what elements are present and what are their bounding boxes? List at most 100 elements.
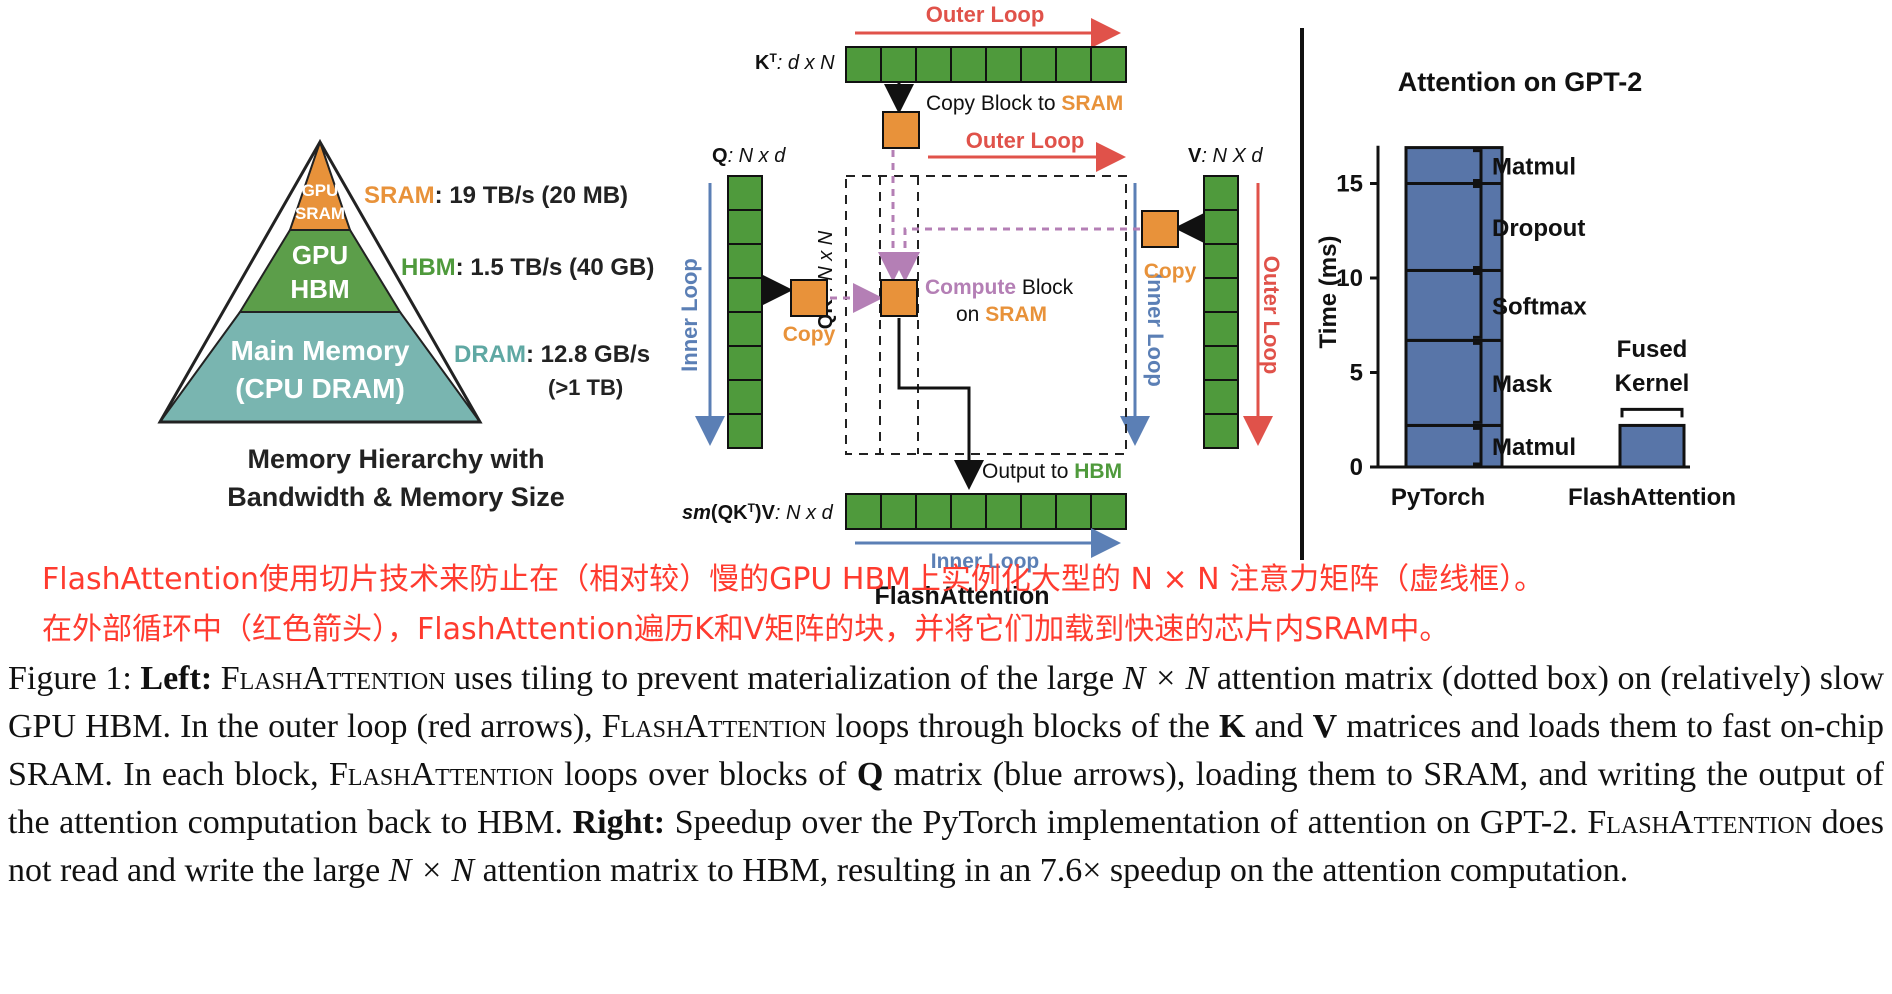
inner-loop-left-label: Inner Loop: [677, 258, 702, 372]
hbm-tier-label-1: GPU: [292, 240, 348, 270]
output-block: [880, 493, 917, 530]
q-block: [727, 345, 763, 381]
caption-text: uses tiling to prevent materialization o…: [445, 660, 1123, 697]
segment-bracket: [1473, 426, 1483, 466]
pyramid-tier-dram: [158, 311, 482, 423]
chart-bars: PyTorch FlashAttention: [1391, 146, 1736, 511]
dram-tier-label-2: (CPU DRAM): [235, 373, 405, 404]
copy-left-label: Copy: [783, 323, 836, 346]
figure-caption: Figure 1: Left: FlashAttention uses tili…: [8, 655, 1884, 895]
y-tick-label: 10: [1336, 265, 1363, 292]
caption-nxn: N × N: [1122, 660, 1209, 697]
caption-nxn: N × N: [388, 852, 475, 889]
x-tick-label: PyTorch: [1391, 484, 1485, 511]
output-matrix: [845, 493, 1127, 530]
caption-flash-name: FlashAttention: [220, 660, 446, 697]
fused-bracket: [1620, 407, 1684, 418]
copy-block-label: Copy Block to SRAM: [926, 92, 1123, 115]
v-block: [1203, 311, 1239, 347]
flash-diagram-title: FlashAttention: [875, 582, 1050, 610]
caption-text: loops over blocks of: [553, 756, 857, 793]
q-block: [727, 277, 763, 313]
compute-label-2: on SRAM: [956, 303, 1047, 326]
v-block: [1203, 209, 1239, 245]
caption-flash-name: FlashAttention: [329, 756, 554, 793]
dram-spec-2: (>1 TB): [548, 375, 623, 400]
compute-label-1: Compute Block: [925, 276, 1074, 299]
v-sram-block: [1141, 210, 1179, 248]
kt-matrix: [845, 46, 1127, 83]
caption-text: and: [1245, 708, 1313, 745]
q-sram-block: [790, 279, 828, 317]
compute-block: [880, 279, 918, 317]
chart-ylabel: Time (ms): [1315, 236, 1342, 349]
caption-text: attention matrix (dotted box) on (relati…: [8, 660, 1885, 745]
fused-label: Fused: [1617, 336, 1688, 363]
q-block: [727, 175, 763, 211]
bar-segment: [1404, 423, 1504, 469]
hbm-spec: HBM: 1.5 TB/s (40 GB): [401, 254, 654, 281]
v-block: [1203, 345, 1239, 381]
segment-label: Matmul: [1492, 154, 1576, 181]
inner-loop-bottom-label: Inner Loop: [931, 550, 1040, 573]
sram-spec: SRAM: 19 TB/s (20 MB): [364, 182, 628, 209]
q-block: [727, 243, 763, 279]
kt-label: KT: d x N: [755, 51, 835, 74]
kt-block: [915, 46, 952, 83]
caption-left-label: Left:: [140, 660, 213, 697]
caption-text: attention matrix to HBM, resulting in an…: [474, 852, 1629, 889]
attention-chart: Attention on GPT-2 Time (ms) 0 5 10 15 PyTo…: [1315, 67, 1736, 511]
segment-bracket: [1473, 149, 1483, 182]
v-label: V: N X d: [1188, 145, 1263, 167]
kt-block: [1090, 46, 1127, 83]
output-block: [1090, 493, 1127, 530]
outer-loop-mid-label: Outer Loop: [966, 128, 1085, 153]
segment-bracket: [1473, 185, 1483, 269]
x-tick-label: FlashAttention: [1568, 484, 1736, 511]
caption-v: V: [1312, 708, 1338, 745]
v-block: [1203, 277, 1239, 313]
v-block: [1203, 379, 1239, 415]
qkt-dashed-box: [845, 175, 1127, 455]
bar-segment: [1404, 268, 1504, 342]
kt-block: [1020, 46, 1057, 83]
caption-fig-label: Figure 1:: [8, 660, 141, 697]
caption-text: matrices and loads them to fast on-chip …: [8, 708, 1885, 793]
y-tick-label: 15: [1336, 171, 1363, 198]
output-block: [845, 493, 882, 530]
inner-loop-right-label: Inner Loop: [1143, 273, 1168, 387]
caption-flash-name: FlashAttention: [601, 708, 827, 745]
caption-text: does not read and write the large: [8, 804, 1884, 889]
zh-note-line-1: FlashAttention使用切片技术来防止在（相对较）慢的GPU HBM上实…: [42, 562, 1545, 597]
segment-bracket: [1473, 341, 1483, 424]
q-matrix: [727, 175, 763, 449]
memory-pyramid: GPU SRAM GPU HBM Main Memory (CPU DRAM) …: [157, 138, 654, 512]
kt-block: [985, 46, 1022, 83]
y-tick-label: 5: [1350, 360, 1363, 387]
caption-text: matrix (blue arrows), loading them to SR…: [8, 756, 1885, 841]
kt-block: [880, 46, 917, 83]
bar-segment: [1404, 146, 1504, 185]
caption-q: Q: [856, 756, 884, 793]
v-matrix: [1203, 175, 1239, 449]
bar-segment: [1618, 423, 1686, 469]
q-label: Q: N x d: [712, 145, 786, 167]
output-block: [915, 493, 952, 530]
sram-tier-label-1: GPU: [302, 181, 339, 200]
output-block: [1020, 493, 1057, 530]
v-block: [1203, 413, 1239, 449]
sram-tier-label-2: SRAM: [295, 204, 345, 223]
q-block: [727, 311, 763, 347]
caption-text: loops through blocks of the: [826, 708, 1219, 745]
kernel-label: Kernel: [1615, 370, 1690, 397]
kt-block: [950, 46, 987, 83]
outer-loop-right-label: Outer Loop: [1259, 256, 1284, 375]
y-tick-label: 0: [1350, 454, 1363, 481]
kt-block: [1055, 46, 1092, 83]
chart-annotations: Matmul Mask Softmax Dropout Matmul Fused Kerne…: [1473, 149, 1690, 466]
dram-spec: DRAM: 12.8 GB/s: [454, 341, 650, 368]
caption-flash-name: FlashAttention: [1587, 804, 1813, 841]
caption-k: K: [1218, 708, 1246, 745]
pyramid-caption-1: Memory Hierarchy with: [247, 444, 544, 474]
outer-loop-top-label: Outer Loop: [926, 2, 1045, 27]
